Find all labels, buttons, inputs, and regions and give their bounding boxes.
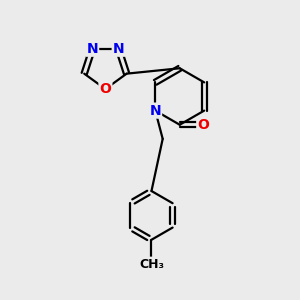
Text: O: O [100,82,111,96]
Text: N: N [113,42,124,56]
Text: N: N [149,103,161,118]
Text: CH₃: CH₃ [139,258,164,271]
Text: N: N [86,42,98,56]
Text: O: O [197,118,209,132]
